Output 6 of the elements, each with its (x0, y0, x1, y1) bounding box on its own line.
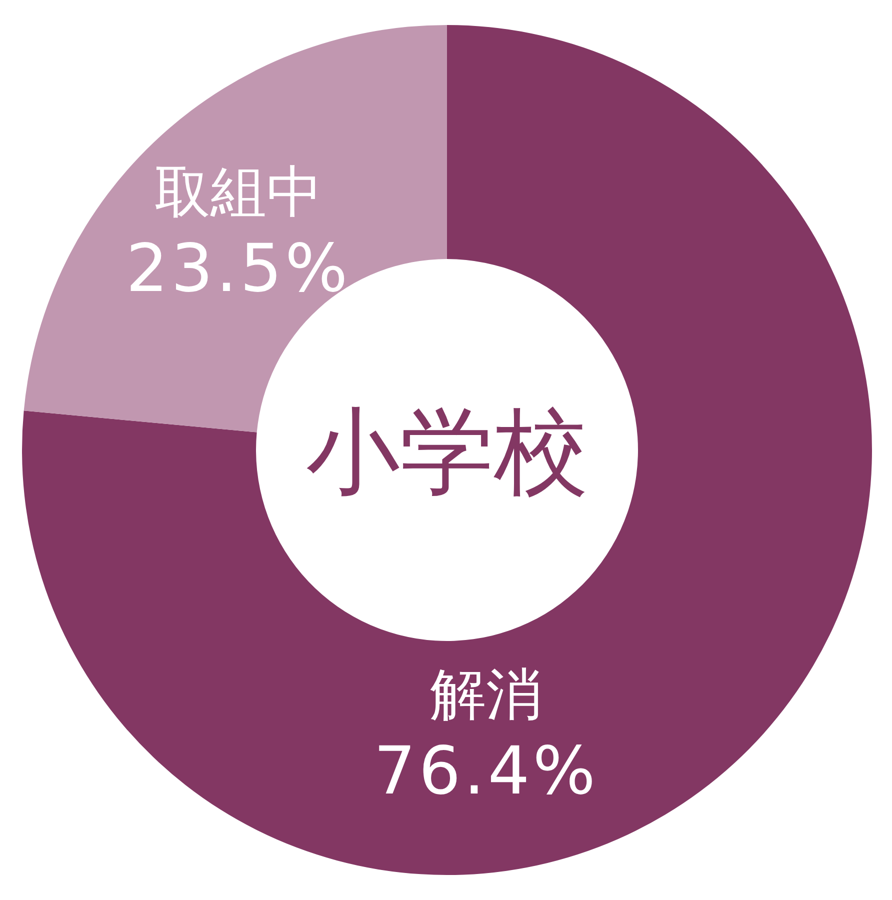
donut-slice (22, 25, 872, 875)
slice-label: 解消 (430, 662, 542, 728)
data-label: 23.5% (126, 230, 351, 308)
data-label: 76.4% (374, 732, 598, 810)
slice-label: 取組中 (154, 160, 322, 226)
text: 小学校 (306, 398, 588, 507)
